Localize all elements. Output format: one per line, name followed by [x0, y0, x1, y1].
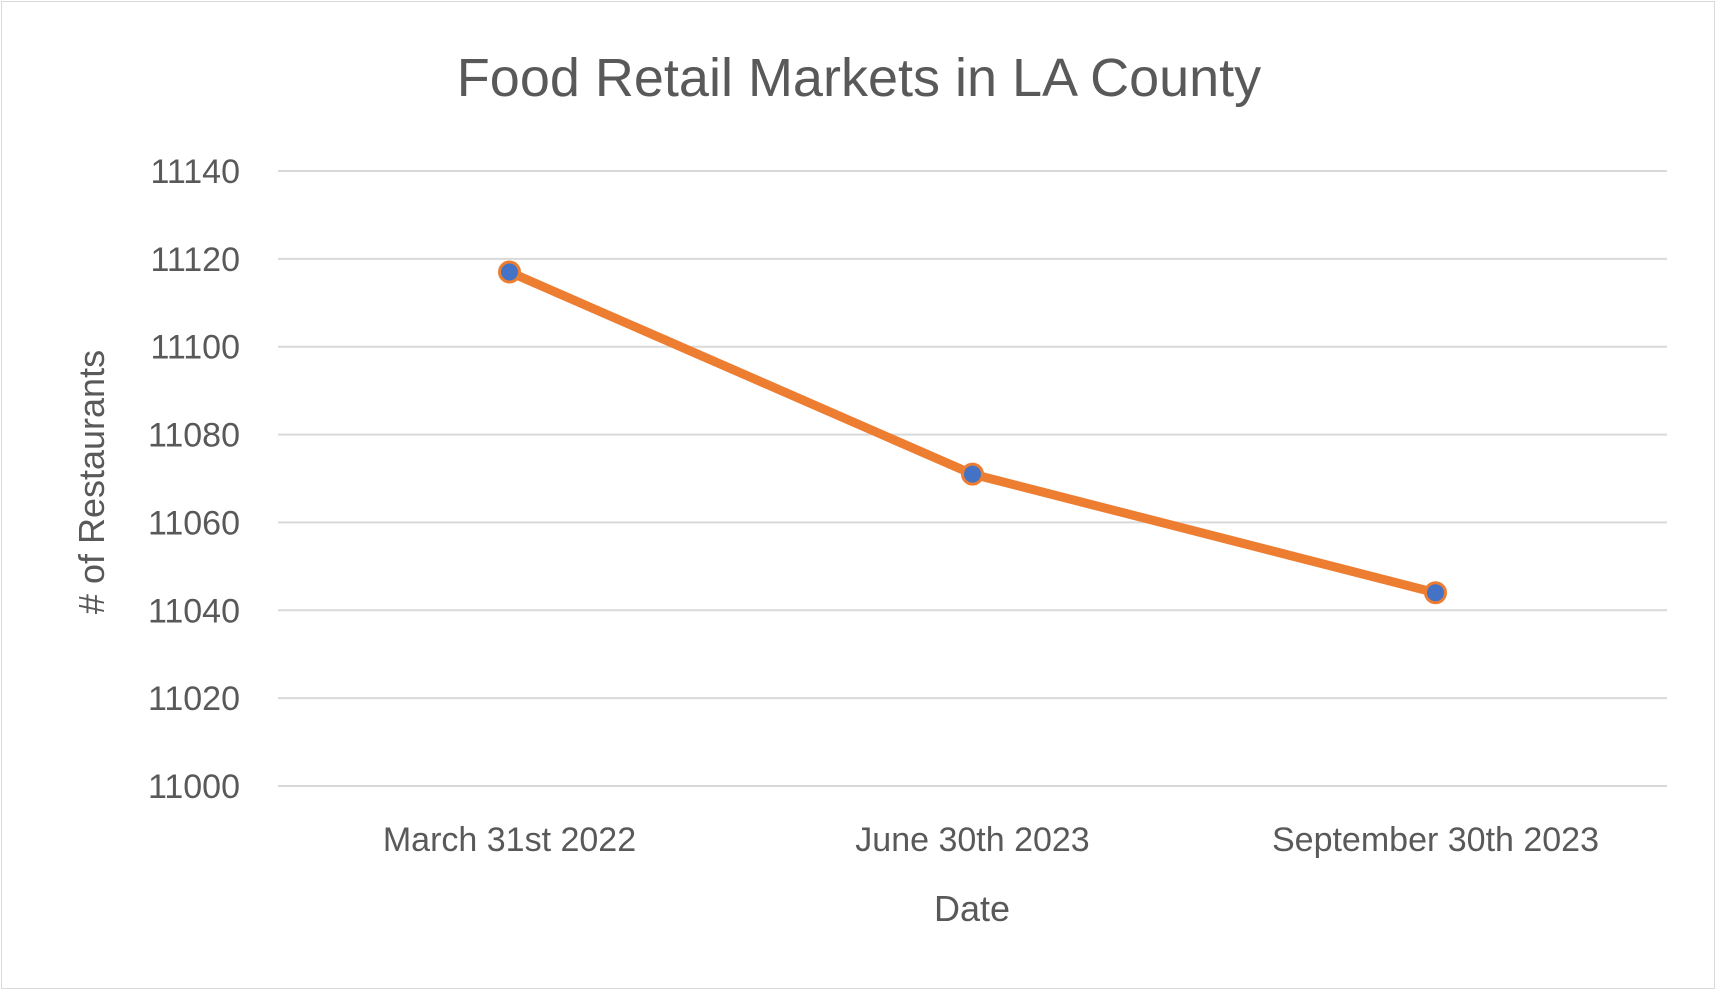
series-line [505, 267, 1440, 598]
data-point [961, 462, 984, 486]
chart-title: Food Retail Markets in LA County [457, 48, 1261, 108]
y-tick-label: 11080 [148, 417, 240, 455]
y-tick-label: 11020 [148, 680, 240, 718]
x-tick-label: June 30th 2023 [855, 821, 1089, 859]
data-point [1424, 581, 1447, 605]
gridlines [278, 170, 1667, 787]
series-layer [498, 260, 1447, 605]
y-tick-label: 11000 [148, 768, 240, 806]
data-point [498, 260, 521, 284]
x-tick-label: March 31st 2022 [383, 821, 636, 859]
y-tick-label: 11060 [148, 504, 240, 542]
y-tick-label: 11120 [151, 241, 241, 279]
y-axis-label: # of Restaurants [71, 350, 112, 614]
y-tick-label: 11140 [151, 153, 241, 191]
y-tick-label: 11040 [148, 592, 240, 630]
x-axis-label: Date [934, 888, 1010, 929]
x-tick-label: September 30th 2023 [1272, 821, 1599, 859]
x-axis-ticks: March 31st 2022 June 30th 2023 September 3… [383, 821, 1599, 859]
y-axis-ticks: 11000 11020 11040 11060 11080 11100 11120 11140 [148, 153, 240, 806]
y-tick-label: 11100 [151, 329, 241, 367]
